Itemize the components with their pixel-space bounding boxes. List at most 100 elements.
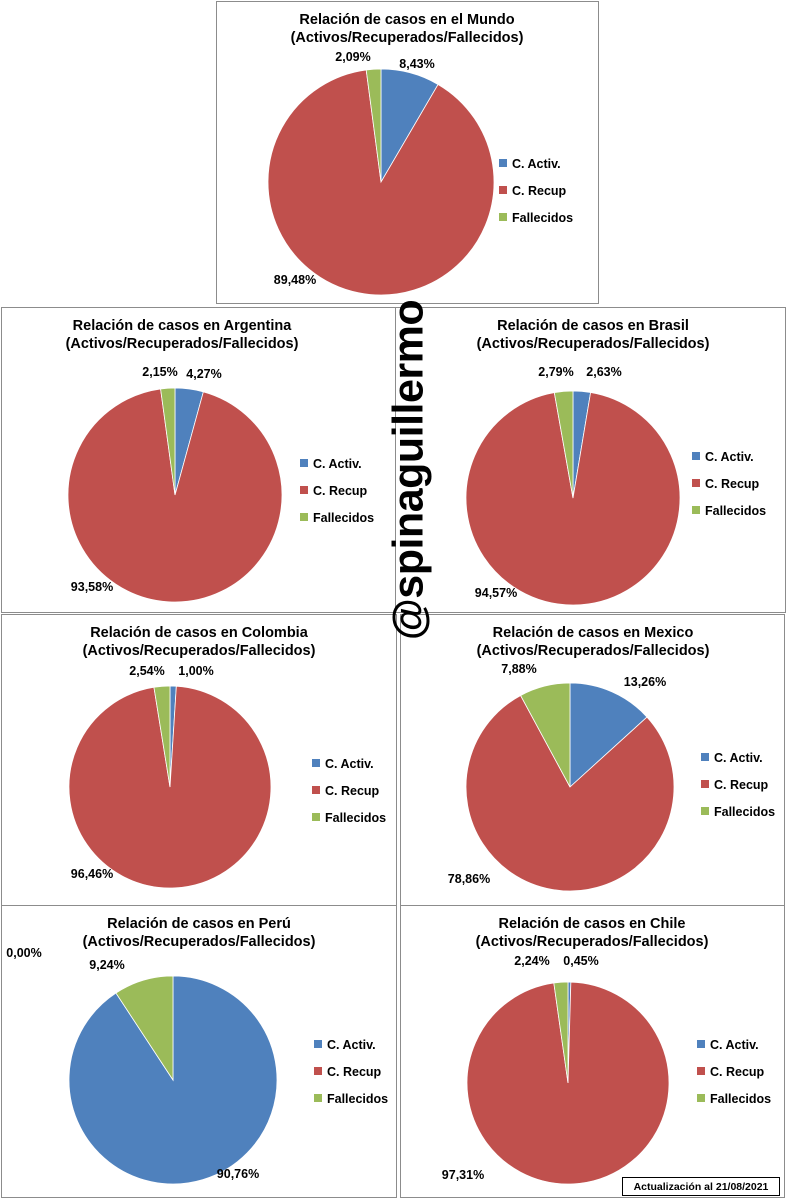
legend-swatch-activos [314,1040,322,1048]
legend-swatch-fallecidos [300,513,308,521]
legend-swatch-recuperados [692,479,700,487]
chart-subtitle: (Activos/Recuperados/Fallecidos) [477,336,710,352]
chart-panel-colombia: Relación de casos en Colombia (Activos/Re… [1,614,397,906]
data-label-recuperados: 0,00% [6,946,41,960]
legend-swatch-activos [300,459,308,467]
chart-title: Relación de casos en Brasil [497,318,689,334]
update-note: Actualización al 21/08/2021 [622,1177,780,1196]
data-label-fallecidos: 9,24% [89,958,124,972]
legend-swatch-fallecidos [499,213,507,221]
legend-swatch-activos [499,159,507,167]
pie-slice-fallecidos [365,68,382,183]
legend-label-activos: C. Activ. [710,1038,759,1052]
chart-legend: C. Activ. C. Recup Fallecidos [697,1038,771,1106]
legend-label-fallecidos: Fallecidos [705,504,766,518]
legend-label-recuperados: C. Recup [512,184,567,198]
pie-slice-activos [569,682,648,788]
legend-label-fallecidos: Fallecidos [714,805,775,819]
pie-slice-recuperados [67,388,283,603]
legend-label-activos: C. Activ. [327,1038,376,1052]
data-label-activos: 8,43% [399,57,434,71]
data-label-fallecidos: 2,15% [142,365,177,379]
pie-slice-fallecidos [153,685,171,788]
legend-swatch-fallecidos [692,506,700,514]
pie-slice-activos [68,975,278,1185]
data-label-fallecidos: 2,79% [538,365,573,379]
chart-panel-peru: Relación de casos en Perú (Activos/Recupe… [1,905,397,1198]
legend-label-recuperados: C. Recup [327,1065,382,1079]
chart-panel-mexico: Relación de casos en Mexico (Activos/Recu… [400,614,785,906]
pie-chart-chile: Relación de casos en Chile (Activos/Recup… [442,916,771,1185]
data-label-fallecidos: 2,24% [514,954,549,968]
chart-subtitle: (Activos/Recuperados/Fallecidos) [83,934,316,950]
data-label-activos: 90,76% [217,1167,259,1181]
pie-slice-fallecidos [160,387,176,496]
chart-title: Relación de casos en Colombia [90,625,308,641]
chart-title: Relación de casos en Argentina [73,318,293,334]
legend-label-activos: C. Activ. [313,457,362,471]
chart-legend: C. Activ. C. Recup Fallecidos [314,1038,388,1106]
legend-label-recuperados: C. Recup [710,1065,765,1079]
chart-legend: C. Activ. C. Recup Fallecidos [312,757,386,825]
chart-panel-argentina: Relación de casos en Argentina (Activos/R… [1,307,396,613]
legend-label-activos: C. Activ. [705,450,754,464]
pie-slice-fallecidos [115,975,174,1082]
legend-label-fallecidos: Fallecidos [327,1092,388,1106]
pie-slice-recuperados [68,685,272,889]
chart-panel-brasil: Relación de casos en Brasil (Activos/Recu… [395,307,786,613]
pie-slice-fallecidos [520,682,571,788]
data-label-recuperados: 97,31% [442,1168,484,1182]
chart-subtitle: (Activos/Recuperados/Fallecidos) [66,336,299,352]
data-label-activos: 13,26% [624,675,666,689]
legend-swatch-recuperados [300,486,308,494]
pie-chart-mundo: Relación de casos en el Mundo (Activos/Re… [267,12,573,296]
data-label-activos: 4,27% [186,367,221,381]
legend-label-recuperados: C. Recup [313,484,368,498]
legend-swatch-fallecidos [697,1094,705,1102]
chart-legend: C. Activ. C. Recup Fallecidos [499,157,573,225]
pie-slice-fallecidos [553,981,569,1084]
chart-subtitle: (Activos/Recuperados/Fallecidos) [476,934,709,950]
data-label-recuperados: 94,57% [475,586,517,600]
legend-swatch-recuperados [697,1067,705,1075]
pie-slice-recuperados [465,694,675,892]
pie-slice-recuperados [465,391,681,606]
pie-chart-colombia: Relación de casos en Colombia (Activos/Re… [68,625,386,889]
legend-label-recuperados: C. Recup [705,477,760,491]
legend-label-activos: C. Activ. [714,751,763,765]
data-label-recuperados: 78,86% [448,872,490,886]
watermark-text: @spinaguillermo [384,299,433,641]
legend-label-activos: C. Activ. [512,157,561,171]
chart-subtitle: (Activos/Recuperados/Fallecidos) [477,643,710,659]
chart-title: Relación de casos en Perú [107,916,291,932]
pie-chart-mexico: Relación de casos en Mexico (Activos/Recu… [448,625,775,892]
chart-panel-mundo: Relación de casos en el Mundo (Activos/Re… [216,1,599,304]
legend-swatch-fallecidos [701,807,709,815]
pie-chart-argentina: Relación de casos en Argentina (Activos/R… [66,318,374,603]
legend-label-activos: C. Activ. [325,757,374,771]
data-label-activos: 0,45% [563,954,598,968]
legend-swatch-activos [692,452,700,460]
legend-label-fallecidos: Fallecidos [710,1092,771,1106]
chart-subtitle: (Activos/Recuperados/Fallecidos) [83,643,316,659]
pie-chart-brasil: Relación de casos en Brasil (Activos/Recu… [465,318,766,606]
legend-label-recuperados: C. Recup [714,778,769,792]
legend-label-fallecidos: Fallecidos [325,811,386,825]
pie-chart-peru: Relación de casos en Perú (Activos/Recupe… [6,916,388,1185]
data-label-activos: 1,00% [178,664,213,678]
chart-title: Relación de casos en el Mundo [299,12,514,28]
legend-swatch-activos [312,759,320,767]
data-label-recuperados: 89,48% [274,273,316,287]
legend-swatch-recuperados [312,786,320,794]
legend-swatch-recuperados [701,780,709,788]
legend-label-fallecidos: Fallecidos [313,511,374,525]
data-label-recuperados: 96,46% [71,867,113,881]
data-label-fallecidos: 7,88% [501,662,536,676]
legend-swatch-activos [697,1040,705,1048]
data-label-fallecidos: 2,09% [335,50,370,64]
chart-panel-chile: Relación de casos en Chile (Activos/Recup… [400,905,785,1198]
chart-subtitle: (Activos/Recuperados/Fallecidos) [291,30,524,46]
chart-legend: C. Activ. C. Recup Fallecidos [692,450,766,518]
legend-label-recuperados: C. Recup [325,784,380,798]
pie-slice-recuperados [267,69,495,296]
